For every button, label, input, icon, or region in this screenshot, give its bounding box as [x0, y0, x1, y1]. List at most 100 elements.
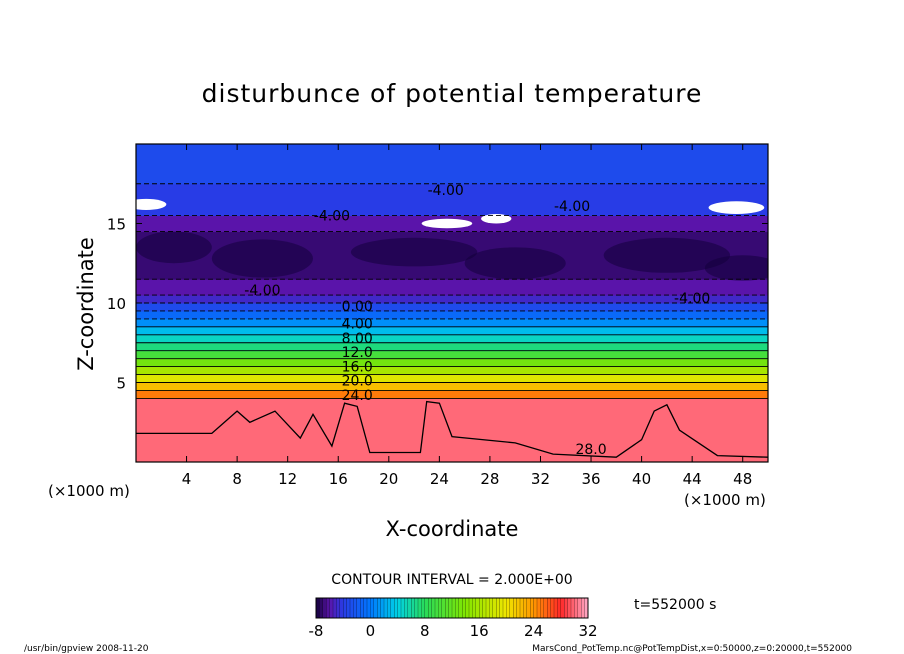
chart-title: disturbunce of potential temperature — [202, 79, 703, 108]
colorbar-cell — [567, 597, 572, 619]
field-band-10 — [136, 318, 768, 328]
colorbar-cell — [349, 597, 354, 619]
time-label: t=552000 s — [634, 597, 716, 613]
colorbar-cell — [550, 597, 555, 619]
field-band-14 — [136, 279, 768, 296]
colorbar-cell — [417, 597, 422, 619]
colorbar-cell — [581, 597, 586, 619]
field-blob-2 — [350, 237, 478, 267]
colorbar-ticks: -8 0 8 16 24 32 — [309, 622, 598, 640]
colorbar-cell — [424, 597, 429, 619]
colorbar-cell — [353, 597, 358, 619]
contour-label: 8.00 — [342, 331, 373, 347]
colorbar-cell — [472, 597, 477, 619]
colorbar-cell — [574, 597, 579, 619]
y-tick-label: 10 — [107, 295, 126, 313]
colorbar-cell — [400, 597, 405, 619]
colorbar-cell — [492, 597, 497, 619]
x-tick-label: 44 — [683, 470, 702, 488]
colorbar-cell — [411, 597, 416, 619]
colorbar-tick-label: 0 — [366, 622, 376, 640]
colorbar-cell — [523, 597, 528, 619]
contour-interval-label: CONTOUR INTERVAL = 2.000E+00 — [331, 572, 572, 588]
colorbar-cell — [431, 597, 436, 619]
x-tick-label: 24 — [430, 470, 449, 488]
colorbar-cell — [553, 597, 558, 619]
colorbar-cell — [329, 597, 334, 619]
colorbar-cell — [360, 597, 365, 619]
x-tick-label: 48 — [733, 470, 752, 488]
colorbar-cell — [540, 597, 545, 619]
colorbar-cell — [326, 597, 331, 619]
contour-label: 24.0 — [342, 388, 373, 404]
field-band-1 — [136, 390, 768, 399]
colorbar-cell — [387, 597, 392, 619]
colorbar-cell — [315, 597, 320, 619]
colorbar-cell — [577, 597, 582, 619]
field-band-8 — [136, 334, 768, 344]
colorbar-cell — [516, 597, 521, 619]
contour-lines — [136, 183, 768, 458]
colorbar-cell — [536, 597, 541, 619]
colorbar-cell — [547, 597, 552, 619]
field-band-12 — [136, 303, 768, 312]
colorbar-cell — [414, 597, 419, 619]
colorbar-cell — [570, 597, 575, 619]
field-band-9 — [136, 326, 768, 336]
contour-label: 20.0 — [342, 374, 373, 390]
colorbar-cell — [363, 597, 368, 619]
colorbar-cell — [370, 597, 375, 619]
field-blob-4 — [603, 237, 731, 273]
colorbar-cell — [519, 597, 524, 619]
colorbar-cell — [356, 597, 361, 619]
field-gap-0 — [136, 198, 167, 210]
colorbar-cell — [513, 597, 518, 619]
colorbar-cell — [343, 597, 348, 619]
field-band-3 — [136, 374, 768, 383]
y-axis-label: Z-coordinate — [74, 237, 98, 371]
colorbar-cell — [332, 597, 337, 619]
colorbar-cell — [390, 597, 395, 619]
colorbar-cell — [560, 597, 565, 619]
colorbar-cell — [496, 597, 501, 619]
y-tick-label: 15 — [107, 216, 126, 234]
contour-label: -4.00 — [244, 283, 280, 299]
contour-label: -4.00 — [554, 199, 590, 215]
contour-line-28 — [136, 400, 768, 458]
colorbar-cell — [373, 597, 378, 619]
field-gap-3 — [708, 201, 765, 214]
colorbar-cell — [485, 597, 490, 619]
field-band-0 — [136, 398, 768, 462]
x-tick-label: 40 — [632, 470, 651, 488]
x-axis-label: X-coordinate — [386, 517, 519, 541]
colorbar-cell — [468, 597, 473, 619]
colorbar-cell — [543, 597, 548, 619]
colorbar-cell — [475, 597, 480, 619]
colorbar-cell — [404, 597, 409, 619]
colorbar-cell — [445, 597, 450, 619]
colorbar-cell — [557, 597, 562, 619]
colorbar-cell — [438, 597, 443, 619]
colorbar-tick-label: 8 — [420, 622, 430, 640]
colorbar-cell — [479, 597, 484, 619]
x-tick-label: 28 — [480, 470, 499, 488]
colorbar-cell — [509, 597, 514, 619]
footer-right: MarsCond_PotTemp.nc@PotTempDist,x=0:5000… — [532, 644, 852, 654]
heatmap-field — [136, 144, 768, 462]
colorbar-cell — [482, 597, 487, 619]
colorbar-cell — [465, 597, 470, 619]
colorbar-cell — [458, 597, 463, 619]
contour-label: 16.0 — [342, 359, 373, 375]
x-tick-label: 16 — [329, 470, 348, 488]
colorbar — [315, 597, 589, 619]
contour-label: -4.00 — [674, 291, 710, 307]
colorbar-cell — [530, 597, 535, 619]
colorbar-cell — [533, 597, 538, 619]
colorbar-frame — [315, 597, 589, 619]
colorbar-cell — [428, 597, 433, 619]
colorbar-tick-label: 16 — [470, 622, 489, 640]
y-axis: 5 10 15 — [107, 216, 768, 393]
field-band-5 — [136, 358, 768, 368]
colorbar-tick-label: 24 — [524, 622, 543, 640]
